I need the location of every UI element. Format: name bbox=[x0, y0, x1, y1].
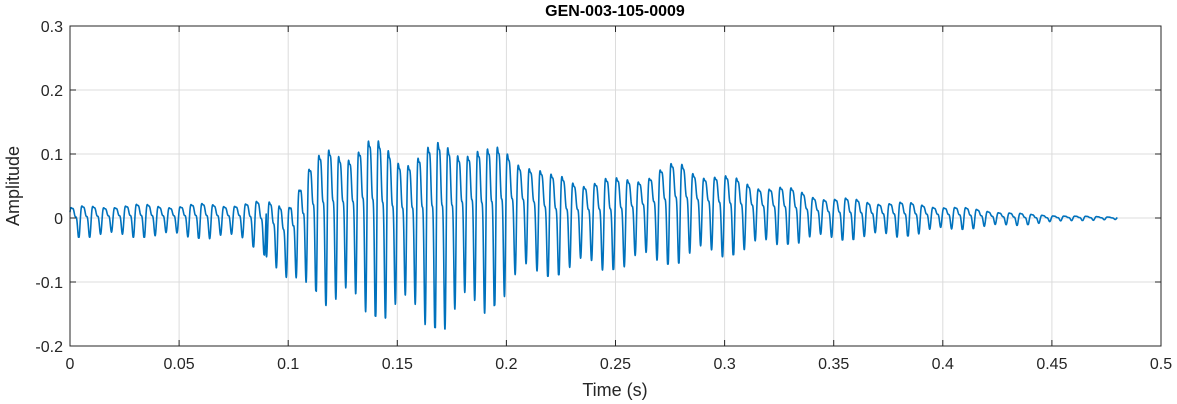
chart-title: GEN-003-105-0009 bbox=[545, 3, 685, 20]
waveform-line bbox=[69, 140, 1118, 330]
y-tick-label: -0.1 bbox=[35, 275, 63, 292]
x-tick-label: 0.4 bbox=[932, 356, 954, 373]
x-tick-label: 0.05 bbox=[164, 356, 195, 373]
x-tick-label: 0.25 bbox=[600, 356, 631, 373]
x-tick-label: 0.45 bbox=[1036, 356, 1067, 373]
y-tick-label: 0 bbox=[54, 211, 63, 228]
x-tick-label: 0.15 bbox=[382, 356, 413, 373]
y-axis-label: Amplitude bbox=[3, 146, 23, 226]
x-axis-label: Time (s) bbox=[582, 380, 647, 400]
x-tick-label: 0.1 bbox=[277, 356, 299, 373]
x-tick-label: 0 bbox=[66, 356, 75, 373]
y-tick-label: 0.3 bbox=[41, 19, 63, 36]
y-tick-label: 0.2 bbox=[41, 83, 63, 100]
x-tick-label: 0.35 bbox=[818, 356, 849, 373]
tick-marks bbox=[69, 25, 1162, 347]
x-tick-label: 0.2 bbox=[495, 356, 517, 373]
y-tick-label: 0.1 bbox=[41, 147, 63, 164]
y-tick-labels: -0.2 -0.1 0 0.1 0.2 0.3 bbox=[35, 19, 63, 356]
y-tick-label: -0.2 bbox=[35, 339, 63, 356]
x-tick-label: 0.3 bbox=[713, 356, 735, 373]
series-group bbox=[69, 140, 1118, 330]
x-tick-labels: 0 0.05 0.1 0.15 0.2 0.25 0.3 0.35 0.4 0.45 0.5 bbox=[66, 356, 1173, 373]
x-tick-label: 0.5 bbox=[1150, 356, 1172, 373]
